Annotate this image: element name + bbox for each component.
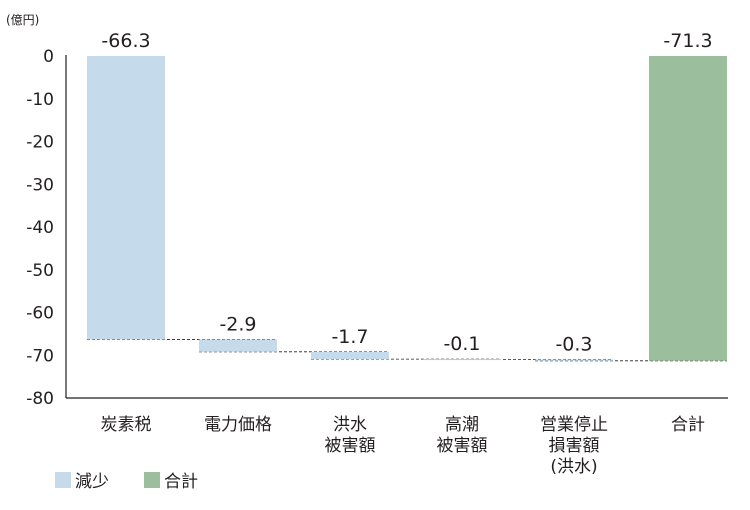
value-label: -0.3	[555, 334, 592, 356]
category-label-line: 営業停止	[540, 415, 608, 435]
category-label-line: 洪水	[333, 415, 367, 435]
y-tick-label: -60	[26, 304, 54, 324]
bars	[87, 56, 727, 361]
value-label: -0.1	[443, 333, 480, 355]
category-label: 合計	[671, 415, 705, 435]
category-label-line: (洪水)	[550, 457, 597, 477]
category-label-line: 合計	[671, 415, 705, 435]
y-tick-label: -50	[26, 261, 54, 281]
category-label: 洪水被害額	[325, 415, 376, 456]
category-label-line: 損害額	[549, 436, 600, 456]
bar-decrease	[87, 56, 165, 340]
bar-decrease	[199, 339, 277, 352]
value-labels: -66.3 -2.9 -1.7 -0.1 -0.3 -71.3	[101, 30, 712, 356]
bar-decrease	[311, 351, 389, 360]
y-tick-label: -70	[26, 346, 54, 366]
legend-swatch-decrease	[55, 472, 71, 488]
legend-label: 合計	[164, 472, 198, 492]
category-label: 炭素税	[101, 415, 152, 435]
y-tick-label: -40	[26, 218, 54, 238]
value-label: -66.3	[101, 30, 150, 52]
value-label: -71.3	[663, 30, 712, 52]
category-label: 営業停止損害額(洪水)	[540, 415, 608, 477]
value-label: -2.9	[219, 313, 256, 335]
bar-decrease	[423, 359, 501, 361]
legend-swatch-total	[144, 472, 160, 488]
category-label-line: 炭素税	[101, 415, 152, 435]
y-axis-unit-label: (億円)	[6, 13, 39, 27]
category-label: 高潮被害額	[437, 415, 488, 456]
category-label-line: 被害額	[437, 436, 488, 456]
category-label-line: 高潮	[445, 415, 479, 435]
y-tick-label: -20	[26, 133, 54, 153]
category-label: 電力価格	[204, 415, 272, 435]
y-axis-ticks: 0 -10 -20 -30 -40 -50 -60 -70 -80	[26, 47, 54, 409]
connector-lines	[87, 339, 727, 362]
bar-decrease	[535, 359, 613, 361]
value-label: -1.7	[331, 326, 368, 348]
legend-label: 減少	[75, 472, 109, 492]
y-tick-label: 0	[43, 47, 54, 67]
category-label-line: 被害額	[325, 436, 376, 456]
y-tick-label: -30	[26, 175, 54, 195]
category-label-line: 電力価格	[204, 415, 272, 435]
y-tick-label: -10	[26, 90, 54, 110]
legend: 減少 合計	[55, 472, 198, 492]
y-tick-label: -80	[26, 389, 54, 409]
bar-total	[649, 56, 727, 361]
